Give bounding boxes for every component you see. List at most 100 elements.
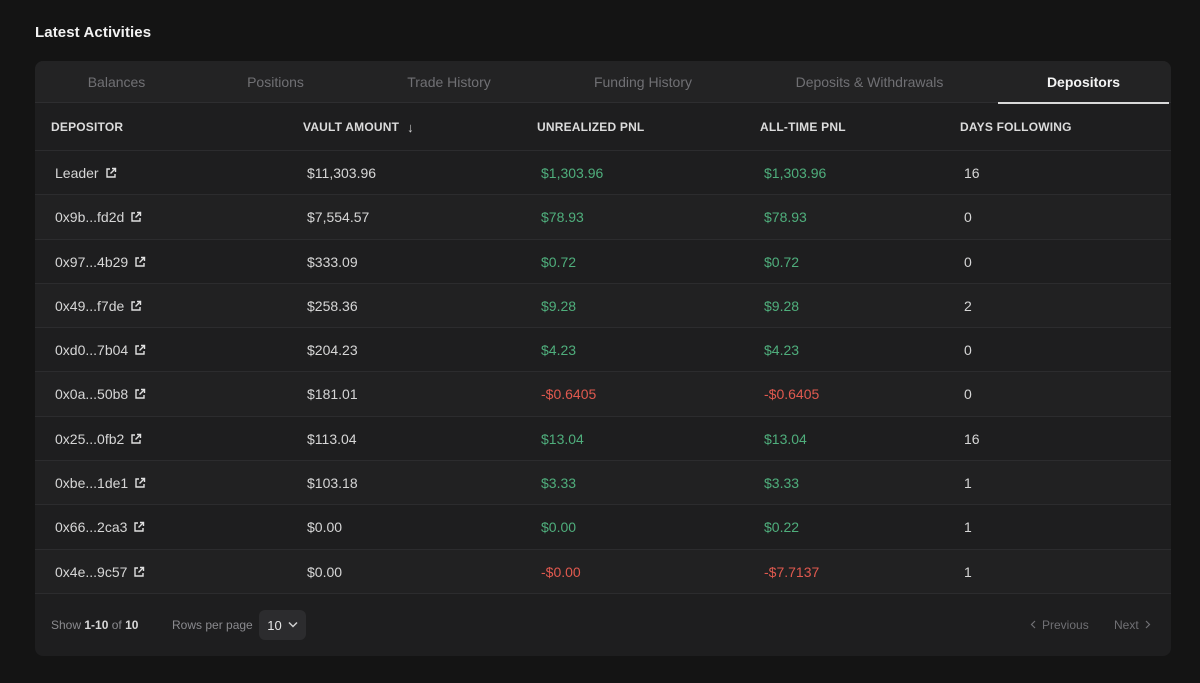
- cell-unrealized-pnl: -$0.6405: [541, 372, 596, 416]
- rows-per-page-select[interactable]: 10: [259, 610, 306, 640]
- next-page-button[interactable]: Next: [1114, 618, 1151, 632]
- cell-vault-amount-text: $0.00: [307, 563, 343, 580]
- tab-depositors[interactable]: Depositors: [998, 61, 1169, 104]
- cell-vault-amount: $0.00: [307, 550, 342, 594]
- table-row: 0x9b...fd2d $7,554.57 $78.93 $78.93 0: [35, 195, 1171, 240]
- cell-vault-amount-text: $103.18: [307, 475, 358, 492]
- column-header-label: UNREALIZED PNL: [537, 120, 645, 134]
- depositors-table: DEPOSITOR VAULT AMOUNT ↓ UNREALIZED PNL …: [35, 103, 1171, 594]
- external-link-icon[interactable]: [134, 477, 146, 489]
- cell-days-following: 0: [964, 328, 972, 372]
- cell-all-time-pnl-text: $0.72: [764, 253, 800, 270]
- cell-unrealized-pnl-text: $78.93: [541, 209, 584, 226]
- cell-depositor-text[interactable]: 0x9b...fd2d: [55, 209, 125, 226]
- table-row: 0x66...2ca3 $0.00 $0.00 $0.22 1: [35, 505, 1171, 550]
- cell-unrealized-pnl-text: $13.04: [541, 430, 584, 447]
- cell-unrealized-pnl-text: $9.28: [541, 297, 577, 314]
- cell-unrealized-pnl: $3.33: [541, 461, 576, 505]
- cell-depositor-text[interactable]: 0x97...4b29: [55, 253, 129, 270]
- cell-vault-amount: $333.09: [307, 240, 358, 284]
- cell-all-time-pnl: $1,303.96: [764, 151, 826, 195]
- cell-unrealized-pnl: $78.93: [541, 195, 584, 239]
- cell-all-time-pnl: -$0.6405: [764, 372, 819, 416]
- cell-depositor-text[interactable]: Leader: [55, 165, 99, 181]
- table-header: DEPOSITOR VAULT AMOUNT ↓ UNREALIZED PNL …: [35, 103, 1171, 151]
- external-link-icon[interactable]: [130, 211, 142, 223]
- external-link-icon[interactable]: [105, 167, 117, 179]
- cell-all-time-pnl-text: -$0.6405: [764, 386, 820, 403]
- cell-vault-amount-text: $181.01: [307, 386, 358, 403]
- cell-depositor-text[interactable]: 0x49...f7de: [55, 297, 125, 314]
- cell-days-following: 2: [964, 284, 972, 328]
- cell-all-time-pnl-text: $1,303.96: [764, 165, 827, 181]
- cell-depositor: 0x4e...9c57: [55, 550, 145, 594]
- column-header-days-following[interactable]: DAYS FOLLOWING: [960, 103, 1072, 151]
- cell-days-following: 1: [964, 550, 972, 594]
- cell-unrealized-pnl-text: $0.00: [541, 519, 577, 536]
- table-row: 0xbe...1de1 $103.18 $3.33 $3.33 1: [35, 461, 1171, 506]
- cell-depositor-text[interactable]: 0x4e...9c57: [55, 563, 128, 580]
- tab-balances[interactable]: Balances: [87, 74, 146, 90]
- cell-all-time-pnl-text: $78.93: [764, 209, 807, 226]
- table-row: Leader $11,303.96 $1,303.96 $1,303.96 16: [35, 151, 1171, 196]
- cell-days-following: 16: [964, 151, 980, 195]
- column-header-vault-amount[interactable]: VAULT AMOUNT ↓: [303, 103, 414, 151]
- cell-days-following-text: 0: [964, 209, 972, 226]
- cell-vault-amount-text: $333.09: [307, 253, 358, 270]
- tab-deposits-withdrawals[interactable]: Deposits & Withdrawals: [795, 74, 944, 90]
- cell-vault-amount-text: $11,303.96: [307, 165, 377, 181]
- table-row: 0x0a...50b8 $181.01 -$0.6405 -$0.6405 0: [35, 372, 1171, 417]
- table-row: 0x4e...9c57 $0.00 -$0.00 -$7.7137 1: [35, 549, 1171, 594]
- cell-vault-amount-text: $204.23: [307, 342, 358, 359]
- cell-unrealized-pnl: $4.23: [541, 328, 576, 372]
- cell-all-time-pnl-text: $0.22: [764, 519, 800, 536]
- external-link-icon[interactable]: [133, 566, 145, 578]
- section-title: Latest Activities: [35, 24, 152, 41]
- cell-depositor-text[interactable]: 0x25...0fb2: [55, 430, 125, 447]
- cell-depositor: 0x66...2ca3: [55, 505, 145, 549]
- cell-depositor-text[interactable]: 0x66...2ca3: [55, 519, 128, 536]
- cell-unrealized-pnl: $0.00: [541, 505, 576, 549]
- cell-unrealized-pnl: $1,303.96: [541, 151, 603, 195]
- external-link-icon[interactable]: [134, 344, 146, 356]
- cell-unrealized-pnl-text: -$0.00: [541, 563, 581, 580]
- column-header-label: DEPOSITOR: [51, 120, 124, 134]
- tab-positions[interactable]: Positions: [247, 74, 304, 90]
- external-link-icon[interactable]: [134, 388, 146, 400]
- cell-days-following-text: 1: [964, 519, 972, 536]
- previous-page-button[interactable]: Previous: [1030, 618, 1089, 632]
- chevron-right-icon: [1145, 618, 1151, 632]
- cell-depositor: 0x0a...50b8: [55, 372, 146, 416]
- tab-trade-history[interactable]: Trade History: [407, 74, 491, 90]
- rows-per-page-value: 10: [267, 617, 282, 633]
- cell-vault-amount: $11,303.96: [307, 151, 376, 195]
- cell-depositor: 0xbe...1de1: [55, 461, 146, 505]
- cell-all-time-pnl: -$7.7137: [764, 550, 819, 594]
- cell-days-following-text: 0: [964, 386, 972, 403]
- sort-desc-icon: ↓: [407, 119, 414, 135]
- cell-all-time-pnl: $13.04: [764, 417, 807, 461]
- cell-depositor-text[interactable]: 0xbe...1de1: [55, 475, 129, 492]
- tab-funding-history[interactable]: Funding History: [593, 74, 693, 90]
- column-header-label: VAULT AMOUNT: [303, 120, 400, 134]
- summary-range: 1-10: [84, 618, 109, 632]
- column-header-label: DAYS FOLLOWING: [960, 120, 1072, 134]
- cell-depositor-text[interactable]: 0xd0...7b04: [55, 342, 129, 359]
- cell-vault-amount: $204.23: [307, 328, 358, 372]
- cell-days-following: 1: [964, 461, 972, 505]
- external-link-icon[interactable]: [134, 256, 146, 268]
- cell-unrealized-pnl-text: $3.33: [541, 475, 577, 492]
- column-header-depositor[interactable]: DEPOSITOR: [51, 103, 123, 151]
- chevron-down-icon: [288, 620, 298, 631]
- cell-all-time-pnl: $0.22: [764, 505, 799, 549]
- external-link-icon[interactable]: [130, 300, 142, 312]
- rows-per-page-label: Rows per page: [172, 618, 253, 632]
- column-header-unrealized-pnl[interactable]: UNREALIZED PNL: [537, 103, 644, 151]
- external-link-icon[interactable]: [130, 433, 142, 445]
- activities-panel: Balances Positions Trade History Funding…: [35, 61, 1171, 656]
- cell-all-time-pnl: $3.33: [764, 461, 799, 505]
- external-link-icon[interactable]: [133, 521, 145, 533]
- column-header-all-time-pnl[interactable]: ALL-TIME PNL: [760, 103, 846, 151]
- next-label: Next: [1114, 618, 1139, 632]
- cell-depositor-text[interactable]: 0x0a...50b8: [55, 386, 129, 403]
